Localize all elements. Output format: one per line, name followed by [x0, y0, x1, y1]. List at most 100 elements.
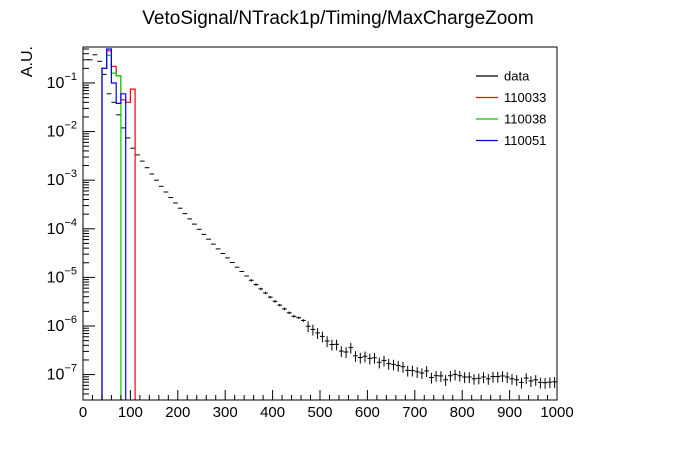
data-point	[438, 371, 444, 382]
data-point	[542, 378, 548, 389]
data-point	[343, 347, 349, 358]
data-point	[547, 377, 553, 389]
data-point	[400, 362, 406, 373]
data-point	[376, 357, 382, 369]
x-tick-label: 900	[497, 404, 522, 421]
x-tick-label: 400	[260, 404, 285, 421]
data-point	[533, 375, 538, 386]
y-tick-label: 10−2	[47, 120, 77, 141]
data-point	[509, 374, 515, 385]
data-point	[395, 360, 401, 372]
x-tick-label: 800	[450, 404, 475, 421]
data-point	[443, 375, 448, 386]
data-point	[381, 355, 387, 367]
data-point	[481, 372, 486, 384]
data-point	[386, 358, 392, 370]
data-point	[320, 331, 325, 343]
data-point	[424, 366, 429, 377]
data-point	[348, 342, 354, 354]
data-point	[504, 372, 510, 384]
data-point	[462, 372, 467, 384]
data-point	[305, 321, 311, 333]
y-tick-label: 10−1	[47, 71, 77, 92]
data-point	[538, 377, 543, 389]
data-point	[414, 367, 420, 378]
series-layer	[83, 48, 557, 400]
legend-entry-data: data	[476, 69, 530, 84]
data-point	[339, 346, 344, 358]
data-point	[286, 311, 292, 315]
y-tick-label: 10−3	[47, 168, 77, 189]
data-point	[334, 339, 339, 351]
data-point	[282, 307, 287, 311]
data-point	[258, 287, 264, 291]
data-point	[485, 374, 491, 385]
data-point	[391, 359, 396, 371]
legend-entry-110033: 110033	[476, 90, 546, 105]
data-point	[552, 377, 557, 388]
legend-entry-110038: 110038	[476, 112, 546, 127]
data-point	[466, 372, 472, 384]
legend-label: 110038	[504, 112, 546, 127]
data-point	[272, 300, 278, 303]
data-point	[329, 339, 335, 351]
x-tick-label: 200	[165, 404, 190, 421]
series-data	[83, 54, 557, 389]
data-point	[433, 371, 439, 382]
data-point	[357, 352, 363, 364]
data-point	[490, 371, 496, 383]
data-point	[277, 303, 283, 307]
data-point	[476, 373, 482, 385]
data-point	[452, 369, 458, 381]
y-tick-label: 10−7	[47, 363, 77, 384]
data-point	[353, 351, 358, 362]
data-point	[253, 283, 259, 286]
data-point	[372, 353, 377, 364]
y-tick-label: 10−5	[47, 265, 77, 286]
x-tick-label: 700	[402, 404, 427, 421]
data-point	[296, 316, 301, 319]
x-tick-label: 500	[307, 404, 332, 421]
legend-label: 110051	[504, 133, 546, 148]
data-point	[457, 371, 463, 382]
data-point	[310, 324, 316, 336]
chart-title: VetoSignal/NTrack1p/Timing/MaxChargeZoom	[142, 8, 533, 29]
data-point	[495, 371, 501, 383]
data-point	[367, 353, 373, 365]
legend: data 110033 110038 110051	[476, 69, 546, 148]
data-point	[419, 368, 425, 379]
data-point	[324, 336, 330, 348]
data-point	[448, 371, 453, 382]
data-point	[362, 351, 368, 363]
x-tick-label: 600	[355, 404, 380, 421]
data-point	[471, 374, 477, 385]
data-point	[514, 375, 520, 386]
x-tick-label: 0	[79, 404, 87, 421]
legend-entry-110051: 110051	[476, 133, 546, 148]
axes-layer: 0 100 200 300 400 500 600 700 800 900 1000 10−7 10−6…	[47, 48, 574, 421]
data-point	[248, 279, 254, 282]
series-line-110051	[101, 48, 127, 400]
data-point	[519, 377, 524, 389]
data-point	[528, 376, 534, 387]
data-point	[315, 328, 320, 339]
data-point	[405, 365, 411, 377]
data-point	[500, 371, 505, 382]
legend-label: data	[504, 69, 530, 84]
data-point	[301, 319, 306, 322]
data-point	[291, 315, 297, 318]
data-point	[263, 291, 268, 295]
series-110051	[101, 48, 127, 400]
data-point	[523, 373, 529, 385]
x-tick-label: 300	[213, 404, 238, 421]
data-point	[429, 372, 434, 384]
y-axis-label: A.U.	[19, 46, 36, 77]
y-tick-label: 10−4	[47, 217, 77, 238]
y-tick-label: 10−6	[47, 314, 77, 335]
data-point	[267, 295, 273, 299]
x-tick-label: 1000	[540, 404, 573, 421]
data-point	[410, 365, 415, 377]
x-tick-label: 100	[118, 404, 143, 421]
